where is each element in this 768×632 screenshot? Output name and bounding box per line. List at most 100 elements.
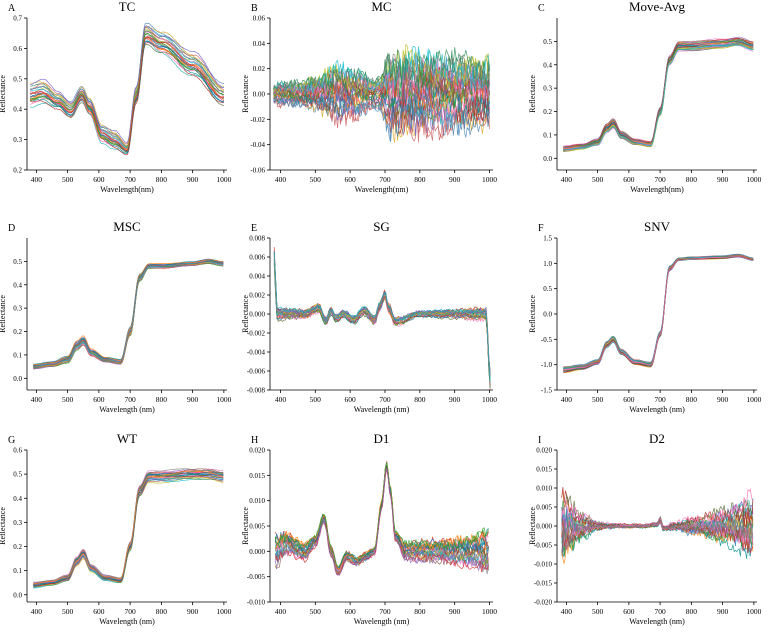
- y-tick-label: 0.000: [536, 523, 552, 531]
- spectrum-line: [563, 37, 754, 147]
- panel-title: MC: [371, 0, 391, 14]
- spectrum-line: [33, 261, 224, 367]
- y-tick-label: 0.015: [249, 472, 265, 480]
- panel-b: 400 500 600 700 800 900 1000 -0.06 -0.04 -0.02 0.0…: [241, 0, 497, 194]
- spectrum-line: [563, 39, 754, 150]
- y-tick-label: -0.06: [250, 167, 265, 175]
- x-tick-label: 600: [93, 175, 105, 184]
- spectrum-line: [563, 254, 754, 368]
- spectrum-line: [33, 471, 224, 586]
- spectrum-line: [563, 254, 754, 369]
- spectrum-line: [33, 258, 224, 366]
- spectrum-line: [563, 256, 754, 372]
- x-tick-label: 600: [623, 607, 635, 616]
- x-tick-label: 500: [592, 395, 604, 404]
- x-tick-label: 500: [62, 395, 74, 404]
- y-tick-label: -1.0: [541, 361, 553, 369]
- spectrum-line: [30, 30, 224, 147]
- x-tick-label: 1000: [746, 395, 761, 404]
- panel-title: WT: [117, 431, 137, 446]
- spectrum-line: [29, 22, 225, 147]
- spectrum-line: [563, 44, 754, 151]
- x-tick-label: 400: [31, 607, 43, 616]
- y-tick-label: 0.1: [13, 567, 22, 575]
- spectrum-line: [561, 522, 754, 559]
- spectrum-line: [563, 44, 754, 152]
- x-axis-label: Wavelength(nm): [355, 185, 409, 194]
- spectrum-line: [563, 41, 754, 150]
- spectrum-line: [33, 474, 224, 587]
- spectrum-line: [33, 468, 224, 584]
- x-tick-label: 700: [379, 175, 391, 184]
- y-tick-label: 0.000: [249, 311, 265, 319]
- spectrum-line: [273, 260, 491, 384]
- panel-letter: B: [251, 3, 258, 14]
- spectrum-line: [33, 261, 224, 367]
- spectrum-line: [563, 256, 754, 371]
- spectrum-line: [33, 262, 224, 368]
- spectrum-line: [273, 251, 491, 380]
- spectrum-line: [563, 255, 754, 372]
- y-tick-label: 1.5: [543, 235, 552, 243]
- y-tick-label: -0.02: [250, 116, 265, 124]
- y-tick-label: 0.04: [253, 40, 266, 48]
- y-tick-label: -0.002: [247, 330, 266, 338]
- y-axis-label: Reflectance: [528, 507, 537, 545]
- panel-title: SG: [373, 219, 390, 234]
- y-tick-label: 0.006: [249, 254, 265, 262]
- x-tick-label: 500: [310, 395, 322, 404]
- y-tick-label: 0.020: [536, 447, 552, 455]
- spectrum-line: [33, 259, 224, 366]
- spectrum-line: [273, 259, 491, 381]
- x-tick-label: 400: [561, 395, 573, 404]
- panel-letter: I: [538, 435, 541, 446]
- x-tick-label: 900: [187, 395, 199, 404]
- x-axis-label: Wavelength (nm): [99, 405, 155, 414]
- y-tick-label: 0.4: [543, 61, 552, 69]
- series-group: [273, 43, 490, 143]
- spectrum-line: [563, 255, 754, 369]
- y-tick-label: 0.3: [13, 305, 22, 313]
- x-tick-label: 400: [275, 175, 287, 184]
- spectrum-line: [563, 256, 754, 372]
- y-tick-label: 0.008: [249, 235, 265, 243]
- y-tick-label: 0.4: [13, 495, 22, 503]
- x-tick-label: 400: [561, 607, 573, 616]
- x-tick-label: 500: [592, 175, 604, 184]
- spectrum-line: [563, 42, 754, 150]
- spectrum-line: [33, 470, 224, 585]
- y-tick-label: -0.006: [247, 368, 266, 376]
- x-tick-label: 1000: [216, 395, 231, 404]
- spectrum-line: [563, 255, 754, 371]
- x-tick-label: 500: [310, 607, 322, 616]
- x-tick-label: 400: [31, 395, 43, 404]
- y-tick-label: -0.004: [247, 349, 266, 357]
- spectrum-line: [33, 261, 224, 369]
- y-tick-label: -0.005: [247, 573, 266, 581]
- panel-letter: G: [8, 435, 15, 446]
- y-tick-label: 0.002: [249, 292, 265, 300]
- spectrum-line: [30, 26, 224, 149]
- panel-letter: D: [8, 223, 15, 234]
- spectrum-line: [33, 260, 224, 368]
- x-tick-label: 900: [449, 607, 461, 616]
- spectrum-line: [563, 256, 754, 372]
- x-tick-label: 700: [379, 607, 391, 616]
- y-tick-label: -1.5: [541, 387, 553, 395]
- x-tick-label: 600: [623, 175, 635, 184]
- y-tick-label: -0.04: [250, 141, 265, 149]
- y-tick-label: 0.5: [13, 471, 22, 479]
- spectrum-line: [563, 44, 754, 152]
- series-group: [273, 247, 491, 391]
- spectrum-line: [33, 477, 224, 588]
- y-axis-label: Reflectance: [241, 507, 250, 545]
- spectrum-line: [563, 38, 754, 149]
- spectrum-line: [563, 255, 754, 373]
- x-tick-label: 1000: [216, 607, 231, 616]
- y-tick-label: 0.6: [13, 447, 22, 455]
- y-tick-label: 0.0: [543, 155, 552, 163]
- x-tick-label: 1000: [746, 607, 761, 616]
- spectrum-line: [563, 42, 754, 152]
- spectrum-line: [563, 255, 754, 371]
- x-axis-label: Wavelength (nm): [354, 405, 410, 414]
